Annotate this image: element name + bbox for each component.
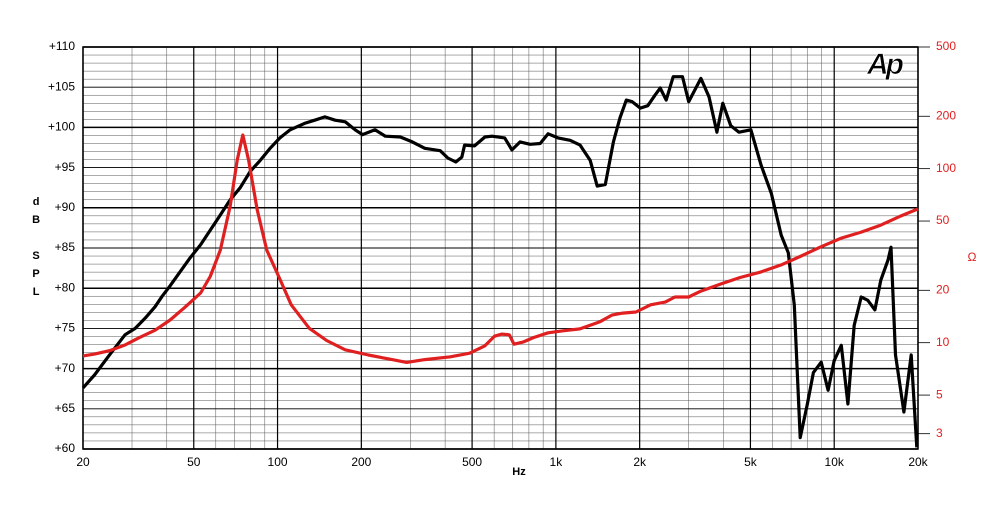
y2-tick-label: 3 (936, 426, 943, 440)
x-tick-label: 2k (633, 455, 647, 469)
y-tick-label: +90 (55, 200, 76, 214)
y2-axis-label: Ω (968, 250, 977, 264)
y-tick-label: +85 (55, 240, 76, 254)
plot-frame (82, 46, 919, 450)
y-tick-label: +70 (55, 361, 76, 375)
x-tick-label: 20k (908, 455, 928, 469)
y-tick-label: +100 (48, 120, 75, 134)
y-axis-label: dB SPL (30, 196, 42, 304)
y2-tick-label: 200 (936, 108, 956, 122)
y2-tick-label: 500 (936, 39, 956, 53)
x-tick-label: 200 (351, 455, 371, 469)
x-tick-label: 500 (462, 455, 482, 469)
x-tick-label: 5k (744, 455, 758, 469)
y-tick-label: +105 (48, 79, 75, 93)
series-line (81, 75, 919, 448)
logo: Ap (866, 48, 904, 81)
y2-tick-label: 100 (936, 161, 956, 175)
y-tick-label: +95 (55, 160, 76, 174)
x-tick-label: 100 (268, 455, 288, 469)
grid (82, 46, 919, 450)
y-tick-label: +60 (55, 441, 76, 455)
x-tick-label: 1k (550, 455, 564, 469)
y-tick-label: +80 (55, 280, 76, 294)
y2-tick-label: 50 (936, 213, 950, 227)
x-tick-label: 20 (76, 455, 90, 469)
x-tick-label: 50 (187, 455, 201, 469)
y-tick-label: +110 (49, 39, 75, 53)
x-tick-label: 10k (825, 455, 845, 469)
series-line (82, 133, 919, 364)
y-tick-label: +75 (55, 321, 76, 335)
y2-tick-label: 5 (936, 387, 943, 401)
x-axis-label: Hz (512, 466, 526, 478)
y2-tick-label: 10 (936, 335, 950, 349)
y-tick-label: +65 (55, 401, 76, 415)
y2-tick-label: 20 (936, 282, 950, 296)
